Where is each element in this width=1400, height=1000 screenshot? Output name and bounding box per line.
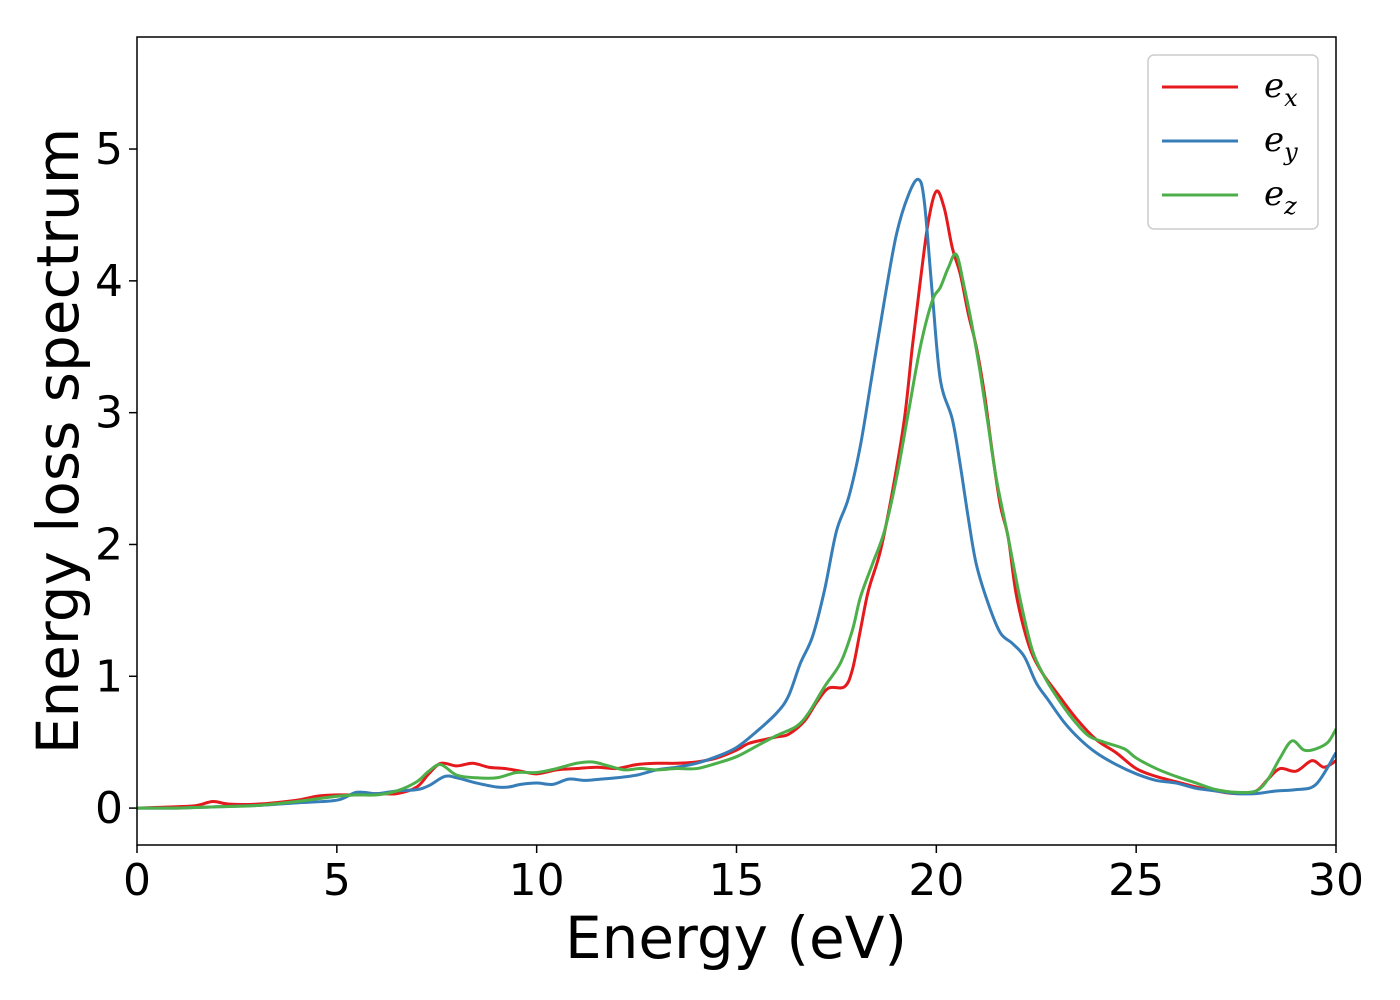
legend-label-y: ey: [1264, 120, 1298, 166]
y-axis-label: Energy loss spectrum: [24, 128, 92, 754]
x-tick-label: 20: [908, 855, 964, 906]
x-tick-label: 30: [1308, 855, 1364, 906]
series-line-y: [137, 177, 1336, 810]
legend-label-z: ez: [1264, 174, 1297, 220]
x-tick-label: 25: [1108, 855, 1164, 906]
series-layer: [137, 177, 1336, 810]
x-tick-label: 5: [323, 855, 351, 906]
series-line-x: [137, 189, 1336, 810]
legend-label-x: ex: [1264, 66, 1298, 112]
x-axis: 0 5 10 15 20 25 30: [123, 845, 1364, 906]
x-tick-label: 15: [709, 855, 765, 906]
x-axis-label: Energy (eV): [565, 904, 907, 972]
y-tick-label: 3: [95, 388, 123, 439]
y-tick-label: 1: [95, 651, 123, 702]
legend: ex ey ez: [1147, 54, 1319, 230]
y-tick-label: 2: [95, 519, 123, 570]
x-tick-label: 0: [123, 855, 151, 906]
y-axis: 0 1 2 3 4 5: [95, 124, 137, 834]
y-tick-label: 0: [95, 783, 123, 834]
series-line-z: [137, 252, 1336, 810]
y-tick-label: 5: [95, 124, 123, 175]
y-tick-label: 4: [95, 256, 123, 307]
x-tick-label: 10: [509, 855, 565, 906]
